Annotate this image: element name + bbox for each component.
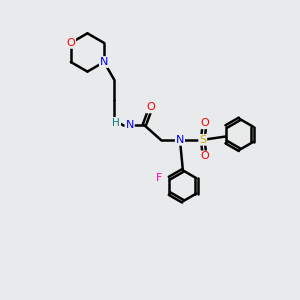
Text: O: O <box>200 152 209 161</box>
Text: N: N <box>176 135 184 145</box>
Text: O: O <box>67 38 75 48</box>
Text: H: H <box>112 118 120 128</box>
Text: S: S <box>199 135 206 145</box>
Text: N: N <box>100 57 108 67</box>
Text: O: O <box>200 118 209 128</box>
Text: O: O <box>146 102 155 112</box>
Text: N: N <box>125 120 134 130</box>
Text: F: F <box>156 173 162 183</box>
